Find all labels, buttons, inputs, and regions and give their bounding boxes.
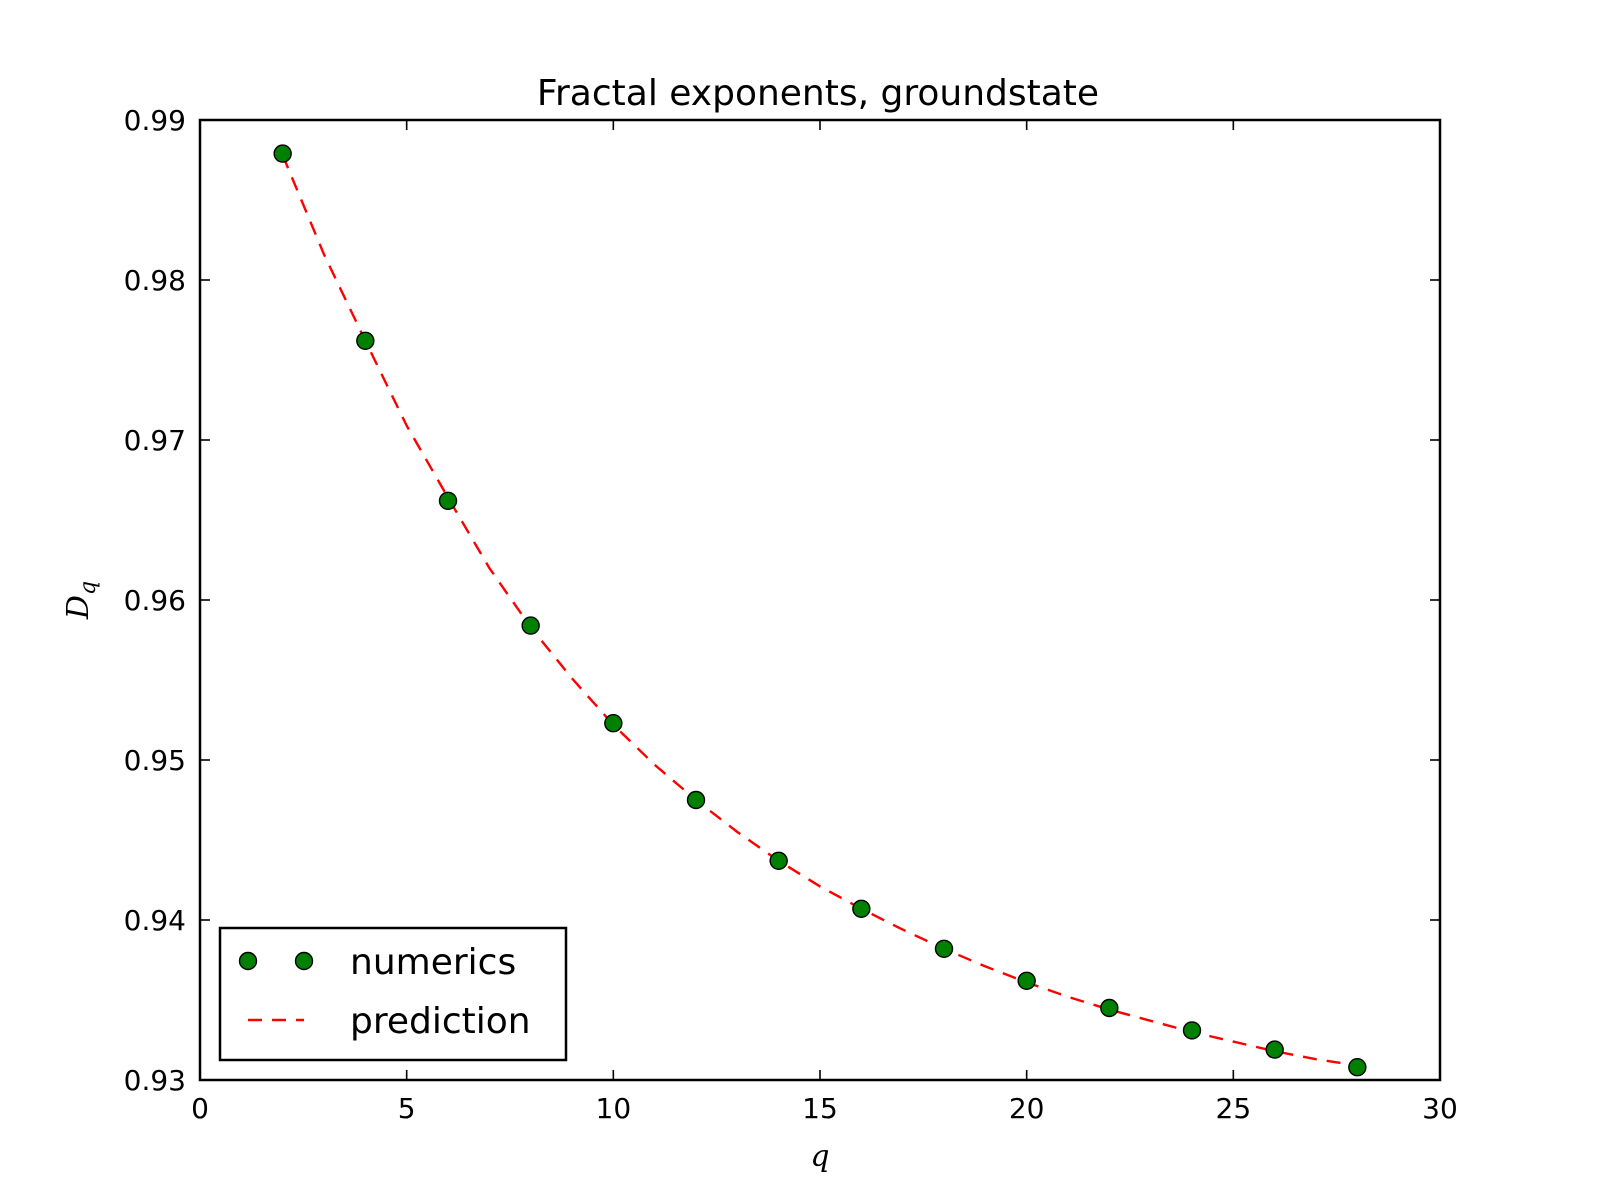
legend-marker-numerics-2 (294, 951, 314, 971)
y-tick-label: 0.93 (124, 1064, 186, 1097)
numerics-point (934, 939, 954, 958)
y-tick-label: 0.99 (124, 104, 186, 137)
x-tick-label: 25 (1216, 1092, 1252, 1125)
y-tick-label: 0.98 (124, 264, 186, 297)
legend-label-numerics: numerics (350, 942, 516, 983)
numerics-point (356, 331, 375, 350)
x-axis-label: q (810, 1139, 829, 1174)
numerics-point (521, 616, 540, 635)
y-axis-label: Dq (61, 581, 101, 620)
legend-item-numerics: numerics (238, 942, 516, 983)
numerics-point (852, 899, 871, 918)
numerics-point (1017, 971, 1036, 990)
numerics-point (438, 491, 458, 510)
numerics-point (769, 851, 788, 870)
numerics-point (273, 144, 292, 163)
numerics-point (604, 714, 623, 733)
chart-title: Fractal exponents, groundstate (537, 73, 1099, 114)
numerics-point (686, 790, 706, 810)
numerics-point (1265, 1040, 1284, 1059)
numerics-point (1100, 998, 1119, 1018)
legend: numerics prediction (218, 926, 568, 1062)
legend-marker-numerics-1 (238, 951, 258, 971)
y-tick-label: 0.94 (124, 904, 186, 937)
x-axis: 0 5 10 15 20 25 30 (191, 120, 1458, 1125)
y-tick-label: 0.95 (124, 744, 186, 777)
y-tick-label: 0.96 (124, 584, 186, 617)
legend-frame (218, 926, 568, 1062)
numerics-point (1348, 1057, 1367, 1077)
y-axis: 0.93 0.94 0.95 0.96 0.97 0.98 0.99 (124, 104, 1440, 1097)
plot-area (273, 144, 1367, 1077)
legend-item-prediction: prediction (248, 1001, 531, 1042)
prediction-line (281, 154, 1358, 1067)
y-axis-label-base: D (61, 595, 96, 620)
legend-label-prediction: prediction (350, 1001, 531, 1042)
x-tick-label: 30 (1422, 1092, 1458, 1125)
numerics-point (1182, 1021, 1202, 1040)
y-axis-label-subscript: q (76, 581, 101, 595)
x-tick-label: 0 (191, 1092, 209, 1125)
y-tick-label: 0.97 (124, 424, 186, 457)
x-tick-label: 20 (1009, 1092, 1045, 1125)
x-tick-label: 10 (596, 1092, 632, 1125)
x-tick-label: 5 (398, 1092, 416, 1125)
x-tick-label: 15 (802, 1092, 838, 1125)
